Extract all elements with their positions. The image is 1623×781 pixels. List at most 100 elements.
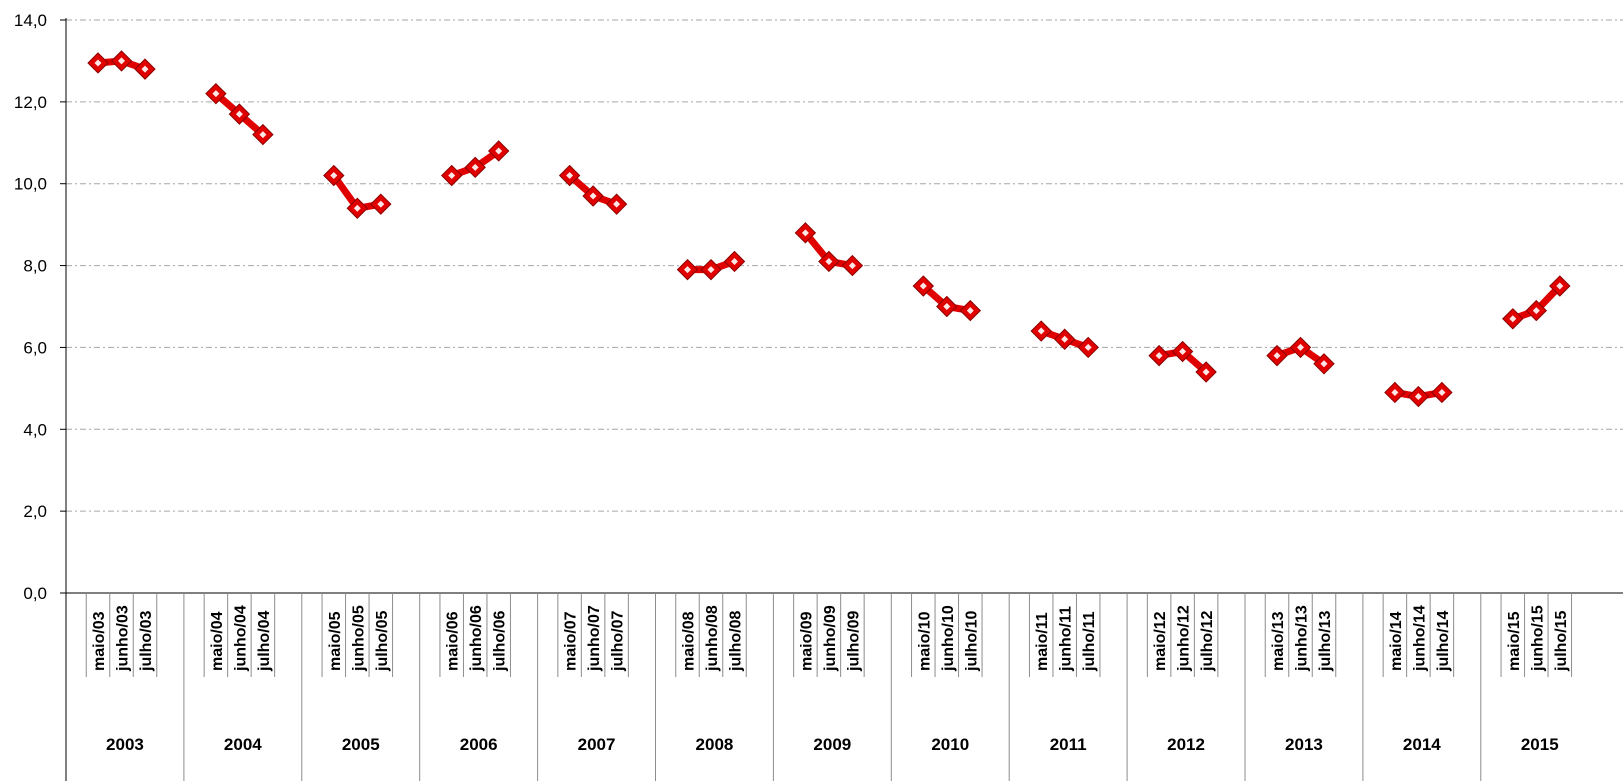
x-tick-label: julho/06 [492,610,509,672]
y-tick-label: 14,0 [14,11,47,30]
year-label: 2013 [1285,735,1323,754]
data-point-highlight [613,200,621,208]
x-tick-label: julho/05 [374,610,391,672]
x-tick-label: maio/14 [1388,611,1405,671]
data-point-highlight [1202,368,1210,376]
y-tick-label: 2,0 [23,502,47,521]
data-point-highlight [1061,335,1069,343]
y-tick-label: 8,0 [23,257,47,276]
year-label: 2012 [1167,735,1205,754]
year-label: 2008 [696,735,734,754]
x-tick-label: julho/15 [1553,610,1570,672]
data-point-highlight [919,282,927,290]
x-tick-label: julho/13 [1317,610,1334,672]
data-point-highlight [1438,388,1446,396]
y-tick-label: 4,0 [23,420,47,439]
x-tick-label: junho/04 [232,605,249,672]
year-label: 2011 [1050,735,1087,754]
x-tick-label: maio/03 [91,611,108,671]
year-label: 2006 [460,735,498,754]
x-tick-label: julho/12 [1199,610,1216,672]
x-tick-label: junho/03 [115,605,132,672]
axes [60,18,1623,781]
data-point-highlight [141,65,149,73]
data-point-highlight [1532,307,1540,315]
data-point-highlight [801,229,809,237]
gridlines [66,19,1623,512]
series-unemployment-rate [87,50,1571,408]
year-label: 2004 [224,735,262,754]
y-tick-label: 6,0 [23,338,47,357]
data-point-highlight [1320,360,1328,368]
category-axis: maio/03 junho/03 julho/03 2003 maio/04 junho/… [85,593,1573,781]
x-tick-label: junho/09 [822,605,839,672]
data-point-highlight [495,147,503,155]
data-point-highlight [825,257,833,265]
x-tick-label: maio/05 [327,611,344,671]
x-tick-label: junho/15 [1529,605,1546,672]
y-tick-label: 10,0 [14,175,47,194]
x-tick-label: julho/07 [610,610,627,672]
y-tick-label: 0,0 [23,584,47,603]
data-point-highlight [1037,327,1045,335]
data-point-highlight [330,172,338,180]
year-label: 2007 [578,735,616,754]
x-tick-label: julho/10 [963,610,980,672]
data-point-highlight [1556,282,1564,290]
x-tick-label: maio/13 [1270,611,1287,671]
x-tick-label: maio/10 [916,611,933,671]
x-tick-label: julho/08 [728,610,745,672]
data-point-highlight [94,59,102,67]
data-point-highlight [966,307,974,315]
year-label: 2014 [1403,735,1441,754]
year-label: 2015 [1521,735,1559,754]
data-point-highlight [1297,343,1304,351]
x-tick-label: junho/06 [468,605,485,672]
x-tick-label: maio/04 [209,611,226,671]
data-point-highlight [1273,352,1281,360]
data-point-highlight [1179,348,1187,356]
data-point-highlight [259,131,267,139]
x-tick-label: julho/09 [845,610,862,672]
data-point-highlight [1155,352,1163,360]
x-tick-label: junho/08 [704,605,721,672]
data-point-highlight [848,262,856,270]
x-tick-label: junho/14 [1411,605,1428,672]
year-label: 2009 [813,735,851,754]
y-tick-labels: 0,0 2,0 4,0 6,0 8,0 10,0 12,0 14,0 [14,11,47,603]
data-point-highlight [566,172,574,180]
data-point-highlight [471,163,479,171]
x-tick-label: julho/03 [138,610,155,672]
data-point-highlight [589,192,597,200]
data-point-highlight [1509,315,1517,323]
x-tick-label: junho/05 [350,605,367,672]
data-point-highlight [943,303,951,310]
x-tick-label: junho/07 [586,605,603,672]
x-tick-label: junho/12 [1176,605,1193,672]
x-tick-label: junho/13 [1294,605,1311,672]
year-label: 2003 [106,735,144,754]
x-tick-label: maio/09 [798,611,815,671]
x-tick-label: maio/08 [681,611,698,671]
x-tick-label: julho/14 [1435,610,1452,672]
y-tick-label: 12,0 [14,93,47,112]
data-point-highlight [1084,343,1092,351]
x-tick-label: maio/06 [445,611,462,671]
data-point-highlight [212,90,220,98]
x-tick-label: junho/11 [1058,606,1075,672]
data-point-highlight [377,200,385,208]
x-tick-label: julho/04 [256,610,273,672]
data-point-highlight [448,172,456,180]
data-point-highlight [684,266,691,274]
x-tick-label: julho/11 [1081,611,1098,672]
data-point-highlight [731,257,738,265]
data-point-highlight [707,266,715,274]
data-point-highlight [1414,393,1422,401]
data-point-highlight [118,57,125,65]
x-tick-label: junho/10 [940,605,957,672]
data-point-highlight [353,204,361,212]
year-label: 2005 [342,735,380,754]
x-tick-label: maio/07 [563,611,580,671]
data-point-highlight [1391,388,1399,396]
